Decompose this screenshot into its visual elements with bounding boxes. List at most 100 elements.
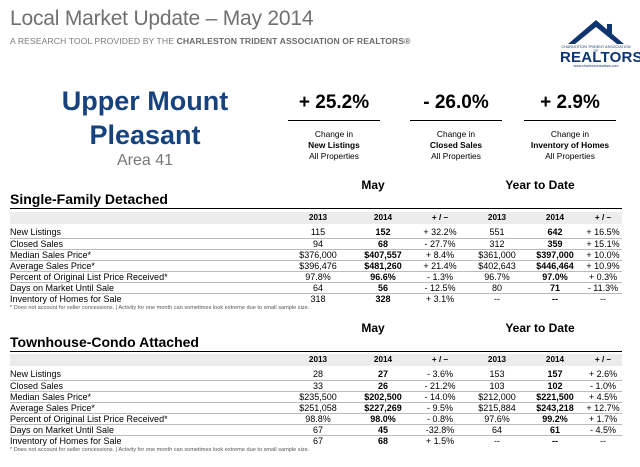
single-family-footnote: * Does not account for seller concession… [10, 305, 310, 311]
row-label: Percent of Original List Price Received* [10, 272, 168, 282]
table-row: New Listings 115 152 + 32.2% 551 642 + 16.5% [10, 227, 622, 238]
table-cell: $221,500 [536, 392, 574, 402]
table-cell: 551 [489, 227, 505, 237]
table-row: Average Sales Price* $251,058 $227,269 - 9.… [10, 402, 622, 413]
column-header: 2013 [308, 355, 328, 364]
table-cell: 67 [312, 436, 323, 446]
table-cell: 318 [310, 294, 326, 304]
row-label: Inventory of Homes for Sale [10, 436, 122, 446]
table-cell: 98.8% [305, 414, 331, 424]
table-cell: 80 [491, 283, 502, 293]
table-cell: 96.6% [370, 272, 396, 282]
table-row: New Listings 28 27 - 3.6% 153 157 + 2.6% [10, 369, 622, 380]
table-cell: - 21.2% [424, 381, 456, 391]
table-cell: + 10.0% [586, 250, 620, 260]
table-cell: 153 [489, 369, 505, 379]
section-title-single-family: Single-Family Detached [10, 191, 168, 207]
area-name: Upper Mount Pleasant [50, 84, 240, 152]
table-cell: 45 [377, 425, 388, 435]
row-label: New Listings [10, 227, 62, 237]
column-header: 2014 [373, 213, 393, 222]
column-header: 2013 [487, 213, 507, 222]
table-cell: 28 [312, 369, 323, 379]
table-cell: 359 [547, 239, 563, 249]
area-name-line1: Upper Mount [61, 86, 229, 116]
table-cell: $376,000 [299, 250, 337, 260]
table-row: Closed Sales 94 68 - 27.7% 312 359 + 15.1% [10, 238, 622, 249]
table-cell: $251,058 [299, 403, 337, 413]
row-label: Median Sales Price* [10, 392, 92, 402]
section-rule [10, 351, 622, 352]
kpi-divider [410, 120, 502, 121]
table-row: Percent of Original List Price Received*… [10, 413, 622, 424]
table-cell: - 14.0% [424, 392, 456, 402]
table-cell: 71 [549, 283, 560, 293]
table-cell: - 0.8% [426, 414, 453, 424]
row-label: Days on Market Until Sale [10, 425, 115, 435]
table-cell: 328 [375, 294, 391, 304]
table-cell: 115 [310, 227, 326, 237]
table-cell: 96.7% [484, 272, 510, 282]
table-cell: 27 [377, 369, 388, 379]
house-roof-icon [568, 20, 624, 44]
logo-brand: REALTORS [560, 49, 640, 66]
table-row: Median Sales Price* $235,500 $202,500 - 14.… [10, 391, 622, 402]
table-cell: - 1.0% [589, 381, 616, 391]
row-label: Average Sales Price* [10, 261, 95, 271]
table-cell: - 12.5% [424, 283, 456, 293]
kpi-value: + 25.2% [298, 92, 370, 113]
group-header-may: May [361, 321, 385, 335]
table-cell: 56 [377, 283, 388, 293]
kpi-new-listings: + 25.2% Change in New Listings All Prope… [284, 92, 384, 162]
table-cell: 68 [377, 436, 388, 446]
column-header: 2014 [373, 355, 393, 364]
column-header: + / – [594, 355, 612, 364]
table-row: Percent of Original List Price Received*… [10, 271, 622, 282]
table-cell: + 4.5% [588, 392, 618, 402]
kpi-label-line: Change in [314, 129, 354, 139]
group-header-ytd: Year to Date [505, 178, 575, 192]
logo-url: www.charlestonrealtors.com [573, 64, 619, 68]
table-cell: $243,218 [536, 403, 574, 413]
kpi-label-line: Change in [436, 129, 476, 139]
kpi-label: Change in New Listings All Properties [284, 129, 384, 162]
table-cell: + 1.5% [425, 436, 455, 446]
table-cell: + 10.9% [586, 261, 620, 271]
table-cell: 94 [312, 239, 323, 249]
table-cell: $202,500 [364, 392, 402, 402]
table-cell: - 11.3% [587, 283, 619, 293]
kpi-divider [288, 120, 380, 121]
table-cell: 97.8% [305, 272, 331, 282]
row-label: Inventory of Homes for Sale [10, 294, 122, 304]
table-row: Inventory of Homes for Sale 318 328 + 3.1% -… [10, 293, 622, 304]
table-cell: 97.0% [542, 272, 568, 282]
table-cell: $396,476 [299, 261, 337, 271]
table-cell: - 3.6% [426, 369, 453, 379]
table-header-row: 2013 2014 + / – 2013 2014 + / – [10, 212, 622, 224]
table-cell: 103 [489, 381, 505, 391]
table-cell: $481,260 [364, 261, 402, 271]
table-cell: 152 [375, 227, 391, 237]
kpi-label-scope: All Properties [545, 151, 595, 161]
column-header: 2014 [545, 213, 565, 222]
kpi-label-metric: Inventory of Homes [530, 140, 610, 150]
table-cell: -- [494, 294, 500, 304]
townhouse-footnote: * Does not account for seller concession… [10, 447, 310, 453]
table-cell: 68 [377, 239, 388, 249]
subtitle-org: CHARLESTON TRIDENT ASSOCIATION OF REALTO… [176, 36, 411, 46]
section-rule [10, 208, 622, 209]
table-row: Average Sales Price* $396,476 $481,260 + 21… [10, 260, 622, 271]
kpi-inventory: + 2.9% Change in Inventory of Homes All … [520, 92, 620, 162]
table-cell: $446,464 [536, 261, 574, 271]
kpi-label: Change in Closed Sales All Properties [406, 129, 506, 162]
row-label: Closed Sales [10, 381, 64, 391]
table-row: Days on Market Until Sale 67 45 -32.8% 64 61 -… [10, 424, 622, 435]
table-cell: - 1.3% [426, 272, 453, 282]
report-subtitle: A RESEARCH TOOL PROVIDED BY THE CHARLEST… [10, 36, 411, 46]
table-cell: 67 [312, 425, 323, 435]
column-header: 2013 [308, 213, 328, 222]
table-cell: + 16.5% [586, 227, 620, 237]
table-cell: $227,269 [364, 403, 402, 413]
logo-small-text: CHARLESTON TRIDENT ASSOCIATION OF [561, 45, 631, 53]
section-title-townhouse: Townhouse-Condo Attached [10, 334, 199, 350]
